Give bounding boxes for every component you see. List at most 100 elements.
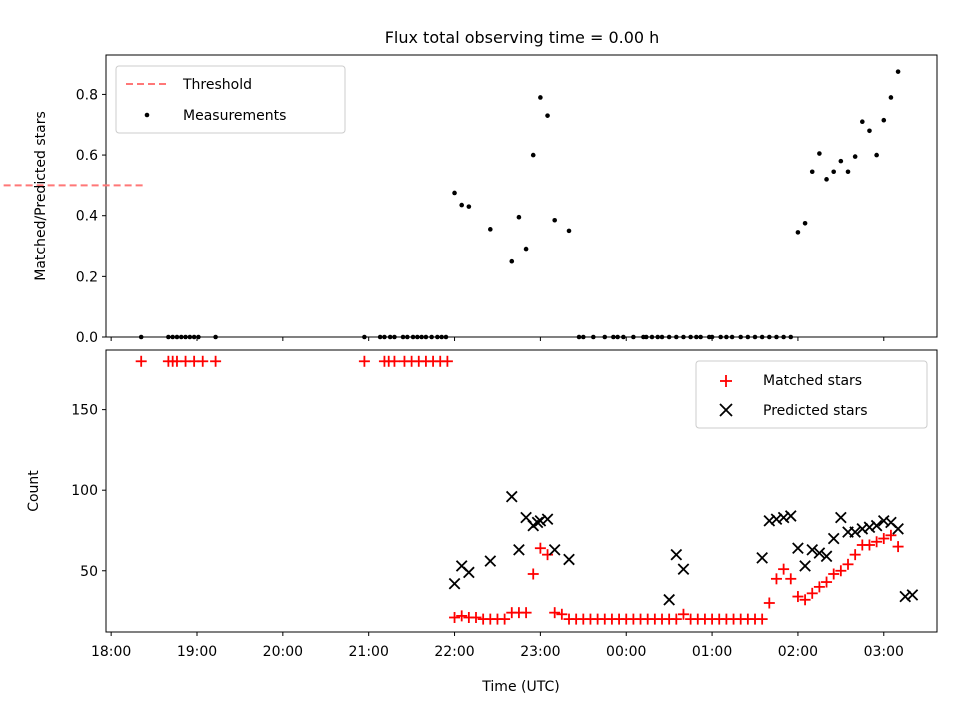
measurement-point	[781, 334, 786, 340]
matched-star-point	[197, 355, 209, 367]
count-y-axis: 50 100 150	[71, 403, 106, 580]
matched-star-point	[449, 611, 461, 623]
y-tick-label: 0.6	[76, 148, 98, 164]
measurement-point	[466, 204, 472, 209]
measurement-point	[718, 334, 723, 340]
measurement-point	[888, 95, 894, 100]
predicted-star-point	[806, 543, 819, 556]
ratio-panel-frame	[105, 54, 938, 338]
measurement-point	[183, 334, 188, 340]
matched-star-point	[863, 539, 875, 551]
matched-legend-label: Matched stars	[763, 373, 862, 389]
ratio-marks	[0, 69, 901, 340]
matched-star-point	[878, 533, 890, 545]
measurement-point	[615, 334, 620, 340]
measurement-point	[581, 334, 586, 340]
predicted-star-point	[820, 550, 833, 563]
matched-star-point	[677, 608, 689, 620]
ratio-legend-box	[115, 65, 346, 134]
measurement-point	[681, 334, 686, 340]
ratio-legend: Threshold Measurements	[115, 65, 346, 134]
measurement-point	[666, 334, 672, 340]
measurement-point	[187, 334, 193, 340]
matched-star-point	[885, 529, 897, 541]
matched-star-point	[499, 613, 511, 625]
matched-star-point	[806, 587, 818, 599]
count-panel: 50 100 150 18:00 19:00 20:00 21:00 22:00 23:00 0…	[26, 349, 938, 695]
measurement-point	[788, 334, 794, 340]
predicted-star-point	[548, 543, 561, 556]
measurement-point	[387, 334, 393, 340]
matched-star-point	[799, 594, 811, 606]
y-tick-label: 150	[71, 403, 98, 419]
measurement-point	[631, 334, 636, 340]
measurement-point	[439, 334, 444, 340]
predicted-star-point	[770, 513, 783, 526]
y-tick-label: 0.2	[76, 269, 98, 285]
measurement-point	[405, 334, 410, 340]
measurement-point	[443, 334, 449, 340]
predicted-star-point	[813, 547, 826, 559]
predicted-star-point	[835, 511, 847, 524]
matched-star-point	[778, 563, 790, 575]
measurement-point	[674, 334, 679, 340]
measurement-point	[213, 334, 218, 340]
measurement-point	[392, 334, 397, 340]
matched-star-point	[358, 355, 370, 367]
y-tick-label: 0.4	[76, 209, 98, 225]
measurement-point	[809, 169, 815, 175]
predicted-star-point	[906, 589, 919, 601]
measurement-point	[659, 334, 665, 340]
predicted-star-point	[849, 526, 861, 538]
measurement-point	[824, 177, 829, 182]
count-marks	[135, 355, 919, 625]
x-tick-label: 19:00	[177, 644, 217, 660]
x-tick-label: 02:00	[778, 644, 818, 660]
matched-legend-marker	[720, 375, 732, 387]
chart-title: Flux total observing time = 0.00 h	[385, 28, 660, 47]
x-tick-label: 21:00	[349, 644, 389, 660]
measurement-point	[516, 214, 522, 220]
measurement-point	[377, 334, 383, 340]
measurements-legend-label: Measurements	[183, 108, 286, 124]
measurement-point	[738, 334, 743, 340]
x-tick-label: 23:00	[520, 644, 560, 660]
ratio-panel: 0.00.20.40.60.8 Matched/Predicted stars …	[0, 54, 938, 346]
matched-star-point	[527, 568, 539, 580]
predicted-star-point	[531, 516, 544, 529]
matched-star-point	[534, 542, 546, 554]
predicted-star-point	[870, 519, 883, 532]
predicted-star-point	[563, 553, 575, 566]
y-tick-label: 0.8	[76, 87, 98, 103]
matched-star-point	[549, 607, 561, 619]
measurement-point	[867, 128, 872, 134]
predicted-star-point	[792, 542, 804, 555]
matched-star-point	[542, 549, 554, 561]
matched-star-point	[871, 536, 883, 548]
measurement-point	[530, 152, 536, 158]
measurement-point	[400, 334, 406, 340]
count-panel-frame	[105, 349, 938, 633]
measurement-point	[174, 334, 180, 340]
predicted-star-point	[856, 523, 869, 535]
x-axis-label: Time (UTC)	[481, 679, 559, 695]
measurement-point	[488, 227, 493, 232]
predicted-star-point	[663, 593, 675, 606]
measurement-point	[852, 154, 858, 159]
predicted-legend-marker	[719, 403, 733, 417]
measurement-point	[170, 334, 175, 340]
threshold-legend-label: Threshold	[182, 77, 252, 93]
ratio-y-axis: 0.0 0.2 0.4 0.6 0.8	[76, 87, 106, 346]
measurement-point	[538, 95, 543, 100]
measurement-point	[795, 230, 801, 235]
ratio-y-axis-label: Matched/Predicted stars	[33, 111, 49, 281]
measurement-point	[196, 334, 201, 340]
x-tick-label: 22:00	[434, 644, 474, 660]
predicted-star-point	[784, 510, 797, 522]
x-tick-label: 18:00	[91, 644, 131, 660]
measurement-point	[415, 334, 420, 340]
predicted-star-point	[756, 552, 768, 564]
matched-star-point	[763, 597, 775, 609]
matched-star-point	[756, 613, 768, 625]
